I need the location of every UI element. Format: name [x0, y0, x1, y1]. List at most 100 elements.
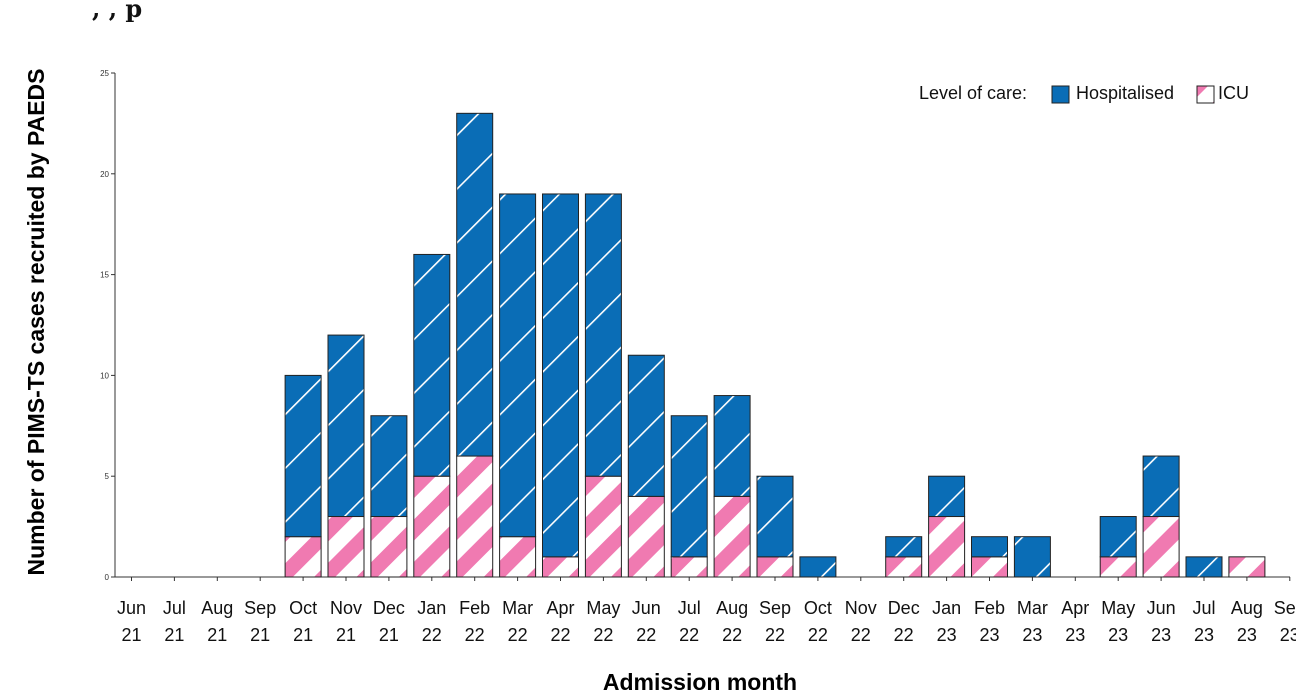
x-tick-label-month: May: [586, 598, 620, 618]
x-tick-label-year: 22: [894, 625, 914, 645]
x-tick-label-year: 22: [722, 625, 742, 645]
bar-hospitalised: [1142, 455, 1180, 518]
bar-hospitalised: [584, 193, 622, 477]
x-tick-label-month: Jul: [678, 598, 701, 618]
x-tick-label-month: Jun: [117, 598, 146, 618]
bar-icu: [413, 475, 451, 578]
x-tick-label-month: Apr: [1061, 598, 1089, 618]
x-tick-label-month: Aug: [201, 598, 233, 618]
x-tick-label-month: Dec: [373, 598, 405, 618]
y-tick-label: 10: [100, 371, 109, 380]
y-tick-label: 0: [105, 573, 110, 582]
bar-icu: [327, 516, 365, 578]
x-tick-label-month: Sep: [244, 598, 276, 618]
bar-hospitalised: [1013, 536, 1051, 578]
bar-icu: [1142, 516, 1180, 578]
x-tick-label-year: 23: [1194, 625, 1214, 645]
x-tick-labels: Jun 21 Jul 21 Aug 21 Sep 21 Oct 21 Nov 21 Dec 21 Jan 22…: [117, 598, 1296, 645]
bar-hospitalised: [327, 334, 365, 518]
x-tick-label-month: Feb: [974, 598, 1005, 618]
legend-swatch-hospitalised: [1051, 85, 1070, 104]
bar-hospitalised: [413, 253, 451, 477]
x-tick-label-month: Dec: [888, 598, 920, 618]
bar-hospitalised: [928, 475, 966, 518]
x-tick-label-month: Feb: [459, 598, 490, 618]
x-tick-label-month: Jul: [1192, 598, 1215, 618]
legend-label-icu: ICU: [1218, 83, 1249, 103]
y-tick-label: 25: [100, 69, 109, 78]
bar-hospitalised: [1099, 516, 1137, 558]
legend-swatch-icu: [1196, 85, 1215, 104]
x-tick-label-month: Jun: [632, 598, 661, 618]
x-tick-label-month: May: [1101, 598, 1135, 618]
x-tick-label-month: Jan: [932, 598, 961, 618]
legend-title: Level of care:: [919, 83, 1027, 103]
x-tick-label-year: 22: [465, 625, 485, 645]
x-tick-label-year: 22: [851, 625, 871, 645]
bar-icu: [284, 536, 322, 578]
bar-hospitalised: [284, 374, 322, 538]
bar-hospitalised: [756, 475, 794, 558]
x-tick-label-year: 22: [808, 625, 828, 645]
x-tick-label-year: 22: [550, 625, 570, 645]
x-tick-label-year: 22: [679, 625, 699, 645]
y-tick-label: 20: [100, 170, 109, 179]
x-tick-label-month: Aug: [1231, 598, 1263, 618]
x-tick-label-year: 22: [636, 625, 656, 645]
bar-hospitalised: [885, 536, 923, 558]
bar-icu: [627, 495, 665, 578]
x-tick-label-year: 23: [979, 625, 999, 645]
x-tick-label-year: 23: [937, 625, 957, 645]
x-tick-label-month: Oct: [804, 598, 832, 618]
x-tick-label-year: 23: [1237, 625, 1257, 645]
bar-icu: [928, 516, 966, 578]
x-tick-label-month: Apr: [546, 598, 574, 618]
x-tick-label-year: 22: [508, 625, 528, 645]
bar-icu: [1099, 556, 1137, 578]
bar-hospitalised: [627, 354, 665, 497]
bar-hospitalised: [799, 556, 837, 578]
x-tick-label-year: 22: [593, 625, 613, 645]
x-tick-label-year: 23: [1280, 625, 1296, 645]
title-fragment: , , p: [92, 0, 142, 23]
bar-hospitalised: [713, 395, 751, 497]
x-tick-label-month: Mar: [502, 598, 533, 618]
x-tick-label-year: 21: [207, 625, 227, 645]
bar-icu: [713, 495, 751, 578]
x-tick-label-month: Jul: [163, 598, 186, 618]
bar-hospitalised: [370, 415, 408, 518]
x-tick-label-year: 22: [422, 625, 442, 645]
bar-icu: [971, 556, 1008, 578]
legend: Level of care: Hospitalised ICU: [919, 83, 1249, 104]
bar-icu: [670, 556, 708, 578]
bars: [284, 112, 1266, 578]
bar-icu: [1228, 556, 1266, 578]
y-tick-label: 15: [100, 271, 109, 280]
x-tick-label-year: 21: [293, 625, 313, 645]
x-tick-label-month: Sep: [1274, 598, 1296, 618]
bar-icu: [370, 516, 408, 578]
x-tick-label-year: 21: [164, 625, 184, 645]
y-axis-label: Number of PIMS-TS cases recruited by PAE…: [23, 69, 49, 576]
x-tick-label-year: 23: [1022, 625, 1042, 645]
bar-icu: [756, 556, 794, 578]
x-tick-label-year: 22: [765, 625, 785, 645]
x-tick-label-year: 23: [1065, 625, 1085, 645]
x-tick-label-month: Nov: [845, 598, 877, 618]
legend-label-hospitalised: Hospitalised: [1076, 83, 1174, 103]
x-tick-label-year: 21: [250, 625, 270, 645]
x-tick-label-year: 21: [336, 625, 356, 645]
x-tick-label-month: Aug: [716, 598, 748, 618]
x-axis-label: Admission month: [603, 669, 797, 693]
bar-hospitalised: [971, 536, 1008, 558]
x-tick-label-month: Sep: [759, 598, 791, 618]
x-tick-label-month: Mar: [1017, 598, 1048, 618]
x-tick-label-year: 23: [1151, 625, 1171, 645]
bar-icu: [885, 556, 923, 578]
bar-icu: [499, 536, 537, 578]
x-tick-label-year: 21: [379, 625, 399, 645]
bar-icu: [584, 475, 622, 578]
bar-hospitalised: [456, 112, 494, 457]
